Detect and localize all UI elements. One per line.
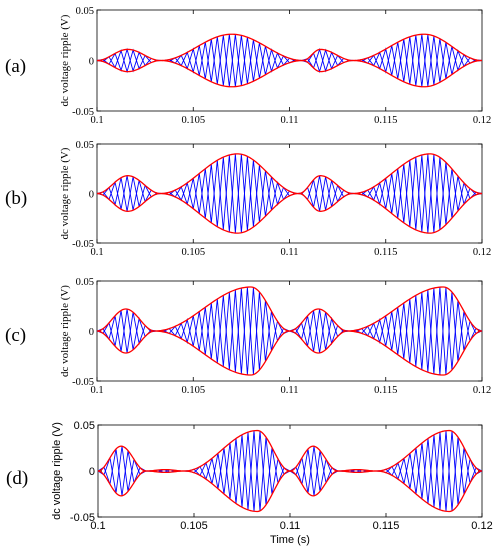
panel-label: (c) xyxy=(5,325,26,346)
x-tick-label: 0.12 xyxy=(473,247,491,258)
lower-envelope-line xyxy=(96,192,483,234)
plot-frame xyxy=(96,143,483,244)
x-tick-label: 0.1 xyxy=(90,115,103,126)
y-axis-label: dc voltage ripple (V) xyxy=(51,422,63,520)
x-tick-label: 0.11 xyxy=(281,385,299,396)
x-tick-label: 0.1 xyxy=(90,385,103,396)
x-tick-label: 0.105 xyxy=(181,385,205,396)
chart-panel: (a) dc voltage ripple (V) 0.1 0.105 0.11 0.11… xyxy=(5,6,491,126)
y-tick-label: 0 xyxy=(89,466,95,478)
x-tick-label: 0.115 xyxy=(373,520,400,532)
x-axis-label: Time (s) xyxy=(270,534,310,546)
chart-panel: (d) dc voltage ripple (V) 0.1 0.105 0.11 0.11… xyxy=(6,420,493,546)
x-tick-label: 0.115 xyxy=(374,247,397,258)
x-tick-label: 0.105 xyxy=(181,247,205,258)
y-tick-label: -0.05 xyxy=(72,107,94,118)
y-axis-label: dc voltage ripple (V) xyxy=(59,285,71,377)
y-tick-label: 0 xyxy=(89,190,94,201)
y-axis-label: dc voltage ripple (V) xyxy=(59,14,71,106)
panel-label: (a) xyxy=(5,56,26,77)
x-tick-label: 0.105 xyxy=(180,520,208,532)
lower-envelope-line xyxy=(97,470,483,513)
y-tick-label: 0.05 xyxy=(76,6,94,17)
y-tick-label: 0.05 xyxy=(76,277,94,288)
plot-frame xyxy=(96,9,483,112)
y-tick-label: -0.05 xyxy=(72,377,94,388)
lower-envelope-line xyxy=(96,59,483,88)
lower-envelope-line xyxy=(96,330,483,376)
x-tick-label: 0.1 xyxy=(90,247,103,258)
panel-label: (b) xyxy=(5,188,27,209)
x-tick-label: 0.12 xyxy=(471,520,492,532)
chart-panel: (b) dc voltage ripple (V) 0.1 0.105 0.11 0.11… xyxy=(5,140,491,258)
x-tick-label: 0.115 xyxy=(374,385,397,396)
y-tick-label: 0 xyxy=(89,57,94,68)
x-tick-label: 0.11 xyxy=(281,115,299,126)
x-tick-label: 0.115 xyxy=(374,115,397,126)
y-tick-label: 0.05 xyxy=(74,420,95,432)
x-tick-label: 0.105 xyxy=(181,115,205,126)
y-tick-label: 0 xyxy=(89,327,94,338)
y-axis-label: dc voltage ripple (V) xyxy=(59,147,71,239)
x-tick-label: 0.12 xyxy=(473,115,491,126)
x-tick-label: 0.1 xyxy=(90,520,105,532)
panel-label: (d) xyxy=(6,468,28,489)
x-tick-label: 0.11 xyxy=(281,247,299,258)
y-tick-label: -0.05 xyxy=(70,512,95,524)
chart-panel: (c) dc voltage ripple (V) 0.1 0.105 0.11 0.11… xyxy=(5,277,491,396)
x-tick-label: 0.11 xyxy=(280,520,301,532)
y-tick-label: -0.05 xyxy=(72,239,94,250)
y-tick-label: 0.05 xyxy=(76,140,94,151)
x-tick-label: 0.12 xyxy=(473,385,491,396)
